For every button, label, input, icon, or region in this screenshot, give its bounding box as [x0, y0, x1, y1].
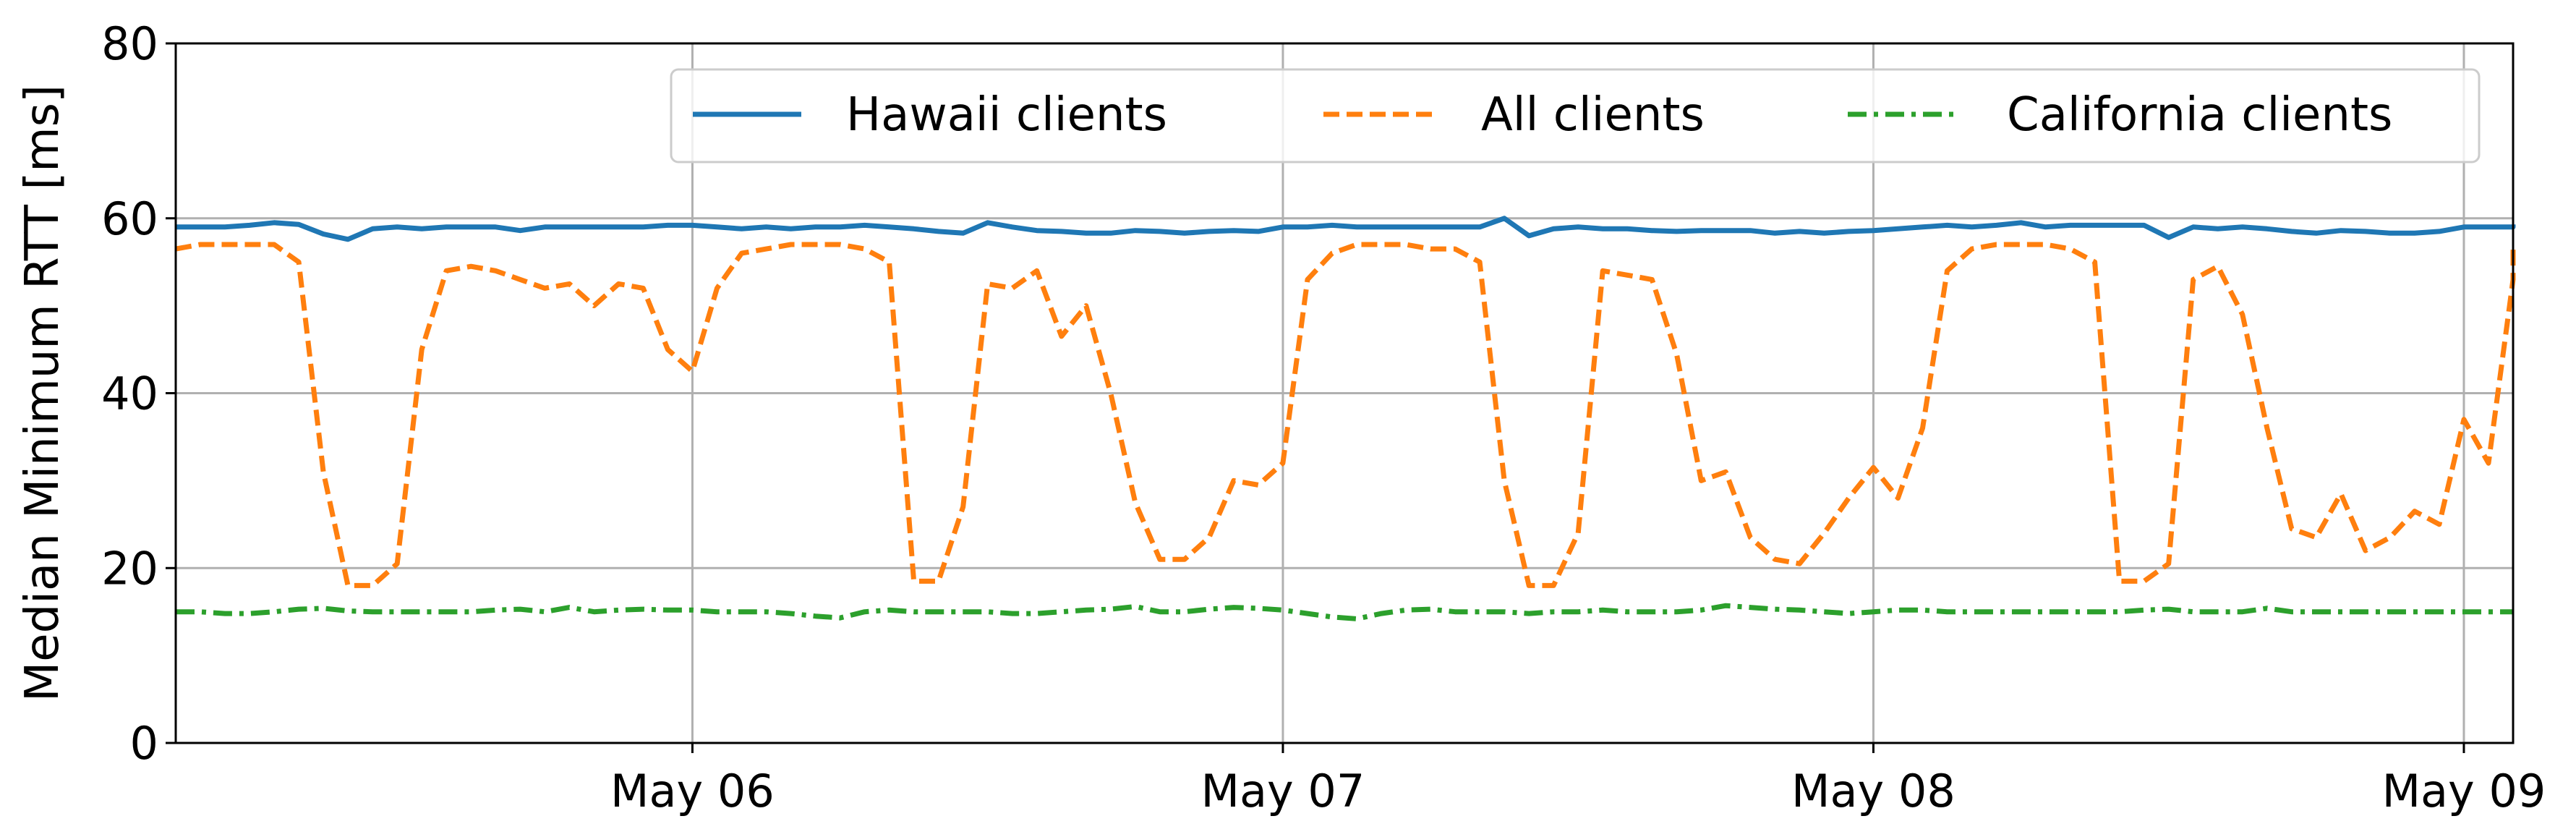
series-line-0: [176, 216, 2516, 242]
legend-label-0: Hawaii clients: [846, 88, 1167, 142]
legend-box: [670, 68, 2481, 163]
y-tick-label-1: 20: [101, 542, 158, 595]
y-tick-label-0: 0: [130, 717, 158, 770]
y-axis-label: Median Minimum RTT [ms]: [16, 85, 69, 702]
x-tick-label-1: May 07: [1201, 765, 1365, 817]
series-line-1: [175, 242, 2516, 588]
series-line-2: [176, 603, 2513, 621]
y-tick-label-4: 80: [101, 17, 158, 70]
x-axis-ticks: May 06 May 07 May 08 May 09: [610, 743, 2546, 817]
legend: Hawaii clients All clients California clie…: [670, 68, 2481, 163]
y-tick-label-2: 40: [101, 367, 158, 420]
x-tick-label-3: May 09: [2382, 765, 2546, 817]
legend-label-1: All clients: [1481, 88, 1705, 142]
x-tick-label-2: May 08: [1791, 765, 1956, 817]
y-tick-label-3: 60: [101, 192, 158, 245]
x-tick-label-0: May 06: [610, 765, 775, 817]
legend-label-2: California clients: [2007, 88, 2392, 142]
y-axis-ticks: 0 20 40 60 80: [101, 17, 176, 770]
series-lines: [175, 216, 2516, 621]
